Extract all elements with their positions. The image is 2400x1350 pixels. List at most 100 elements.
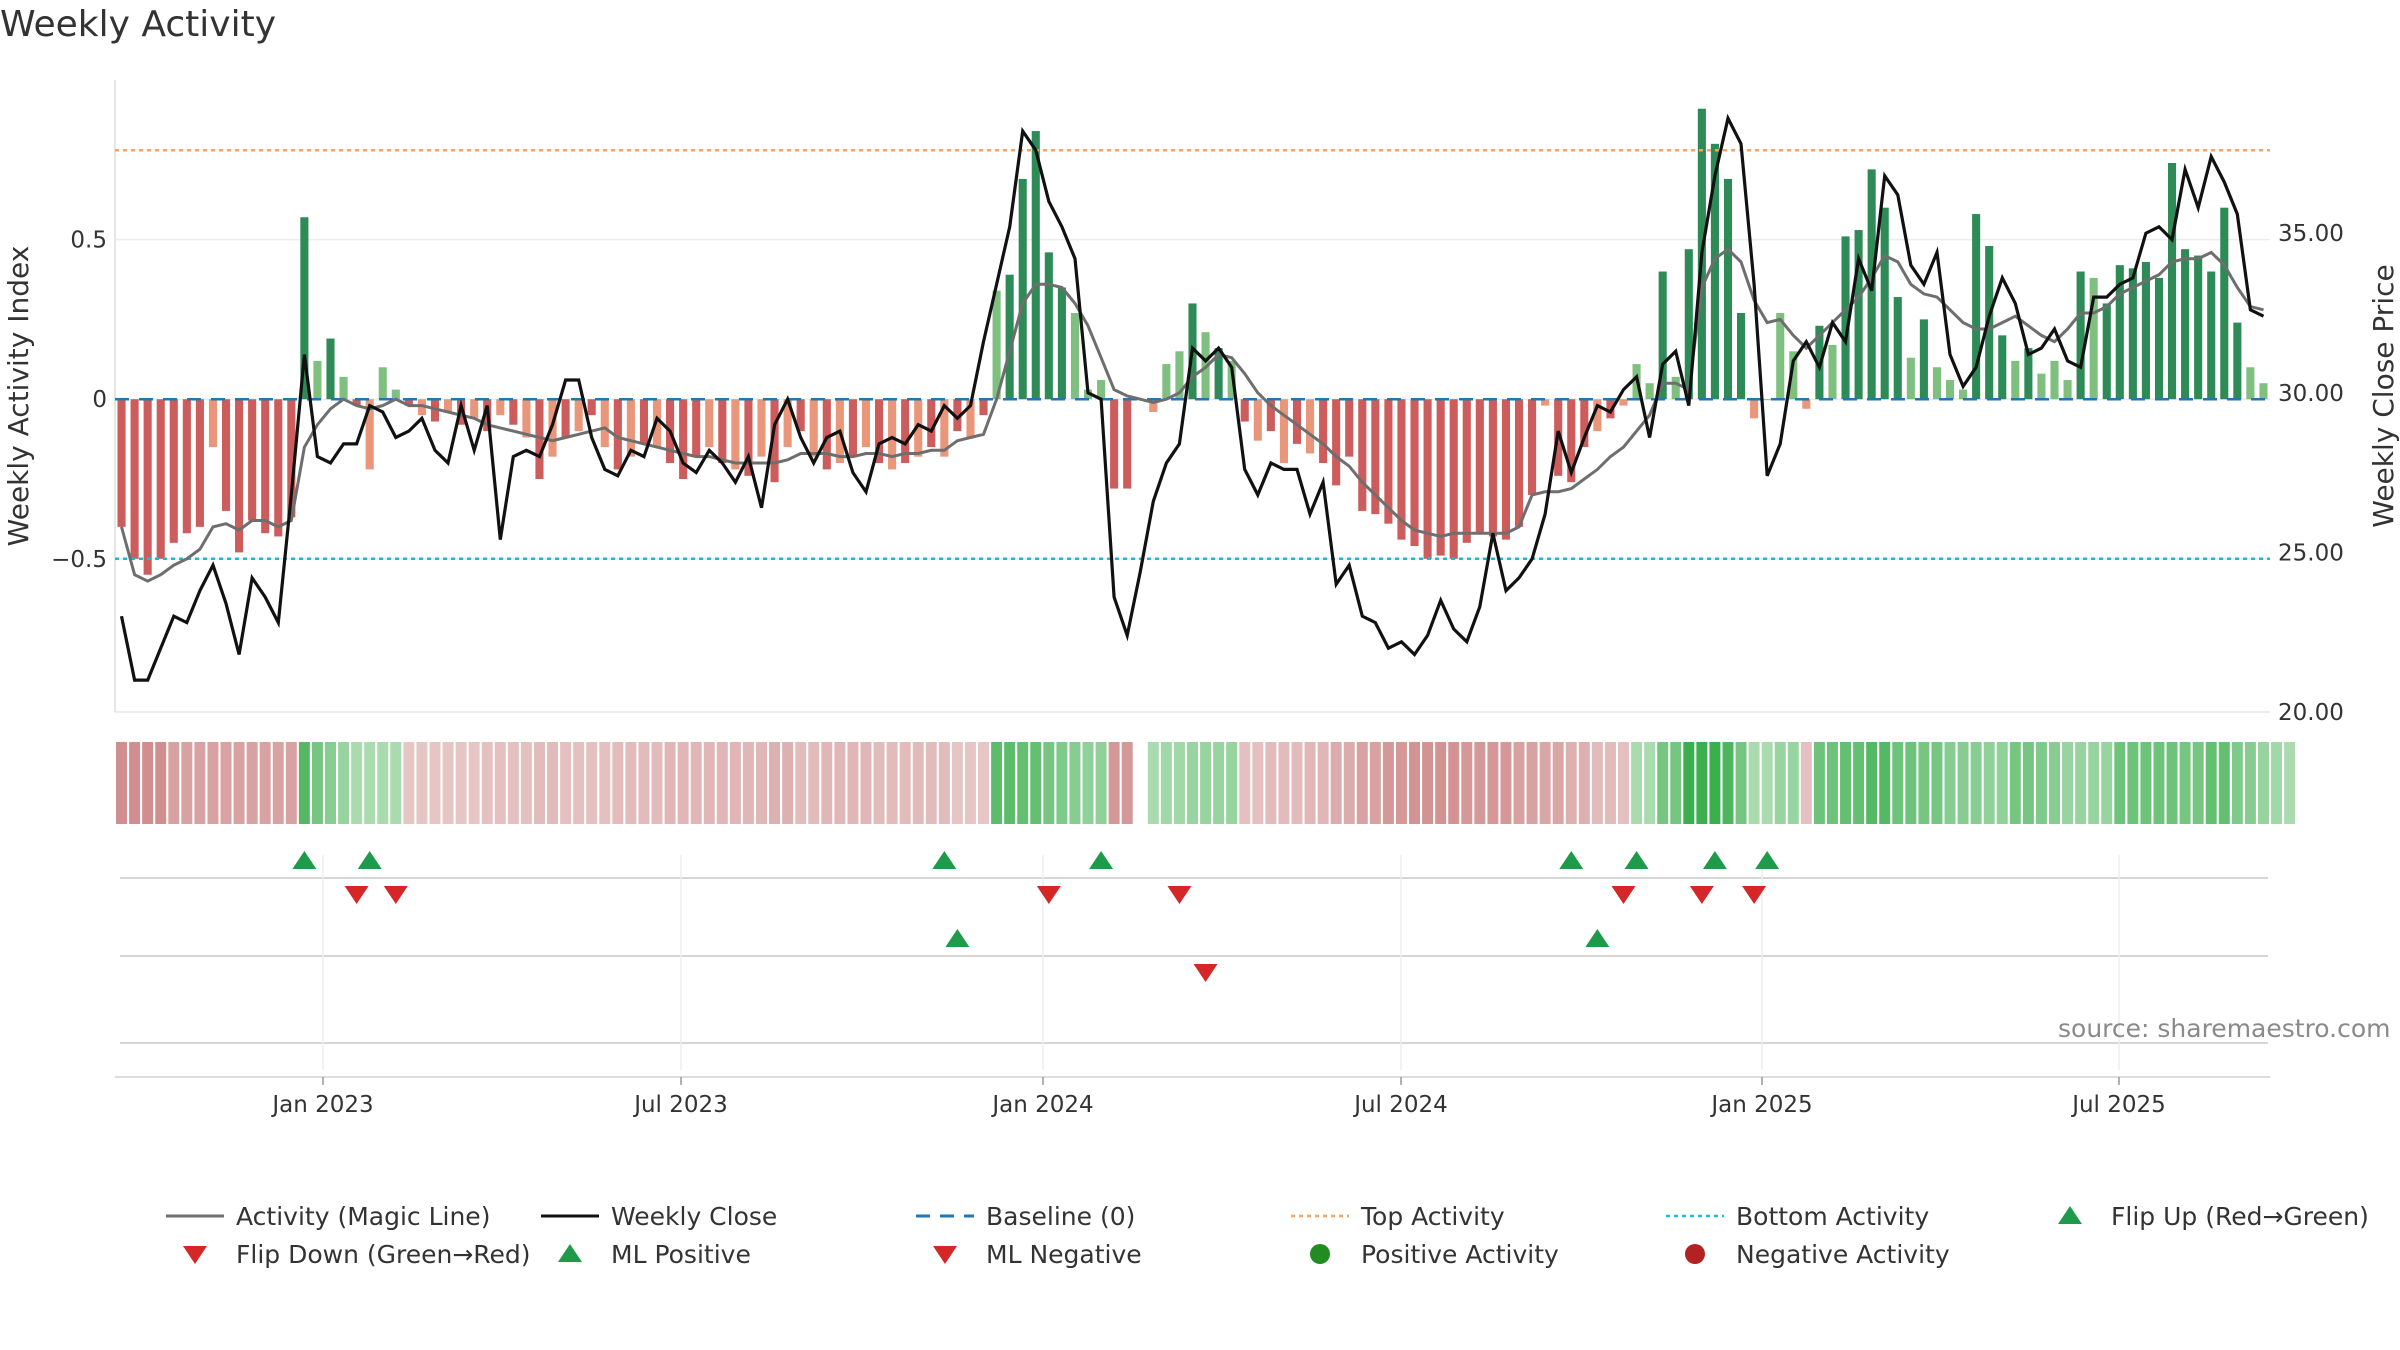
x-tick-label: Jan 2024: [990, 1092, 1093, 1118]
heatmap-cell: [2205, 742, 2217, 824]
activity-bar: [1776, 313, 1785, 400]
heatmap-cell: [1709, 742, 1721, 824]
activity-bar: [326, 338, 335, 400]
heatmap-cell: [2114, 742, 2126, 824]
activity-bar: [1227, 360, 1236, 400]
activity-bar: [1097, 380, 1106, 400]
heatmap-cell: [899, 742, 911, 824]
heatmap-cell: [1787, 742, 1799, 824]
flip-down-marker: [1036, 886, 1061, 904]
activity-bar: [1972, 214, 1981, 400]
activity-bar: [182, 399, 191, 534]
magic-line: [120, 247, 2264, 583]
activity-bar: [2011, 360, 2020, 400]
heatmap-cell: [1800, 742, 1812, 824]
activity-bar: [1358, 399, 1367, 511]
heatmap-cell: [2088, 742, 2100, 824]
activity-bar: [705, 399, 714, 448]
flip-up-marker: [932, 851, 957, 869]
activity-bar: [1841, 236, 1850, 400]
flip-up-marker: [1089, 851, 1114, 869]
heatmap-cell: [1395, 742, 1407, 824]
activity-bar: [143, 399, 152, 575]
heatmap-cell: [2166, 742, 2178, 824]
activity-bar: [1514, 399, 1524, 527]
heatmap-cell: [2244, 742, 2256, 824]
heatmap-cell: [1513, 742, 1525, 824]
heatmap-cell: [2022, 742, 2034, 824]
activity-bar: [391, 389, 400, 400]
activity-bar: [2128, 268, 2137, 400]
activity-bar: [2115, 265, 2124, 400]
heatmap-cell: [325, 742, 336, 824]
activity-bar: [1932, 367, 1942, 400]
heatmap-cell: [2284, 742, 2296, 824]
activity-bar: [2024, 348, 2033, 400]
activity-bar: [130, 399, 139, 559]
legend-symbol-icon: [910, 1238, 980, 1270]
heatmap-cell: [2101, 742, 2113, 824]
heatmap-cell: [1187, 742, 1198, 824]
activity-bar: [1528, 399, 1537, 495]
heatmap-cell: [2062, 742, 2074, 824]
heatmap-cell: [1226, 742, 1238, 824]
activity-bar: [953, 399, 962, 432]
heatmap-cell: [560, 742, 572, 824]
activity-bar: [1789, 351, 1798, 400]
activity-bar: [156, 399, 165, 559]
activity-bar: [809, 399, 818, 457]
legend-item-baseline: Baseline (0): [910, 1200, 1135, 1232]
activity-bar: [1332, 399, 1341, 486]
activity-bar: [2167, 162, 2177, 400]
heatmap-cell: [1644, 742, 1656, 824]
heatmap-cell: [298, 742, 310, 824]
heatmap-cell: [1826, 742, 1838, 824]
activity-bar: [1266, 399, 1275, 432]
ml-positive-marker: [945, 929, 970, 947]
activity-bar: [874, 399, 884, 464]
heatmap-cell: [1957, 742, 1969, 824]
heatmap-cell: [1552, 742, 1564, 824]
activity-bar: [1423, 399, 1432, 559]
heatmap-cell: [1422, 742, 1434, 824]
heatmap-cell: [1108, 742, 1120, 824]
activity-bar: [901, 399, 910, 464]
heatmap-cell: [338, 742, 350, 824]
flip-up-marker: [1755, 851, 1780, 869]
activity-bar: [2194, 255, 2203, 400]
heatmap-cell: [1578, 742, 1590, 824]
heatmap-cell: [155, 742, 167, 824]
heatmap-cell: [1265, 742, 1277, 824]
heatmap-cell: [1813, 742, 1825, 824]
activity-bar: [979, 399, 988, 416]
legend-label: Top Activity: [1361, 1201, 1505, 1231]
activity-bar: [287, 399, 296, 518]
heatmap-cell: [1069, 742, 1081, 824]
heatmap-cell: [1461, 742, 1473, 824]
heatmap-cell: [1604, 742, 1616, 824]
activity-bar: [1959, 389, 1968, 400]
heatmap-cell: [455, 742, 467, 824]
activity-bar: [1710, 143, 1719, 400]
activity-bar: [1240, 399, 1249, 422]
heatmap-cell: [2231, 742, 2243, 824]
activity-bar: [1854, 230, 1863, 400]
heatmap-cell: [116, 742, 128, 824]
activity-bar: [248, 399, 257, 521]
activity-bar: [2102, 303, 2111, 400]
activity-bar: [1319, 399, 1328, 464]
heatmap-cell: [481, 742, 493, 824]
heatmap-cell: [181, 742, 193, 824]
activity-bar: [1371, 399, 1380, 515]
heatmap-cell: [442, 742, 454, 824]
flip-up-marker: [292, 851, 317, 869]
heatmap-cell: [1748, 742, 1760, 824]
legend-item-posdot: Positive Activity: [1285, 1238, 1559, 1270]
activity-bar: [613, 399, 622, 470]
activity-bar: [1214, 348, 1223, 400]
activity-bar: [1070, 313, 1080, 400]
heatmap-cell: [756, 742, 767, 824]
heatmap-cell: [925, 742, 937, 824]
heatmap-cell: [677, 742, 689, 824]
heatmap-cell: [194, 742, 206, 824]
